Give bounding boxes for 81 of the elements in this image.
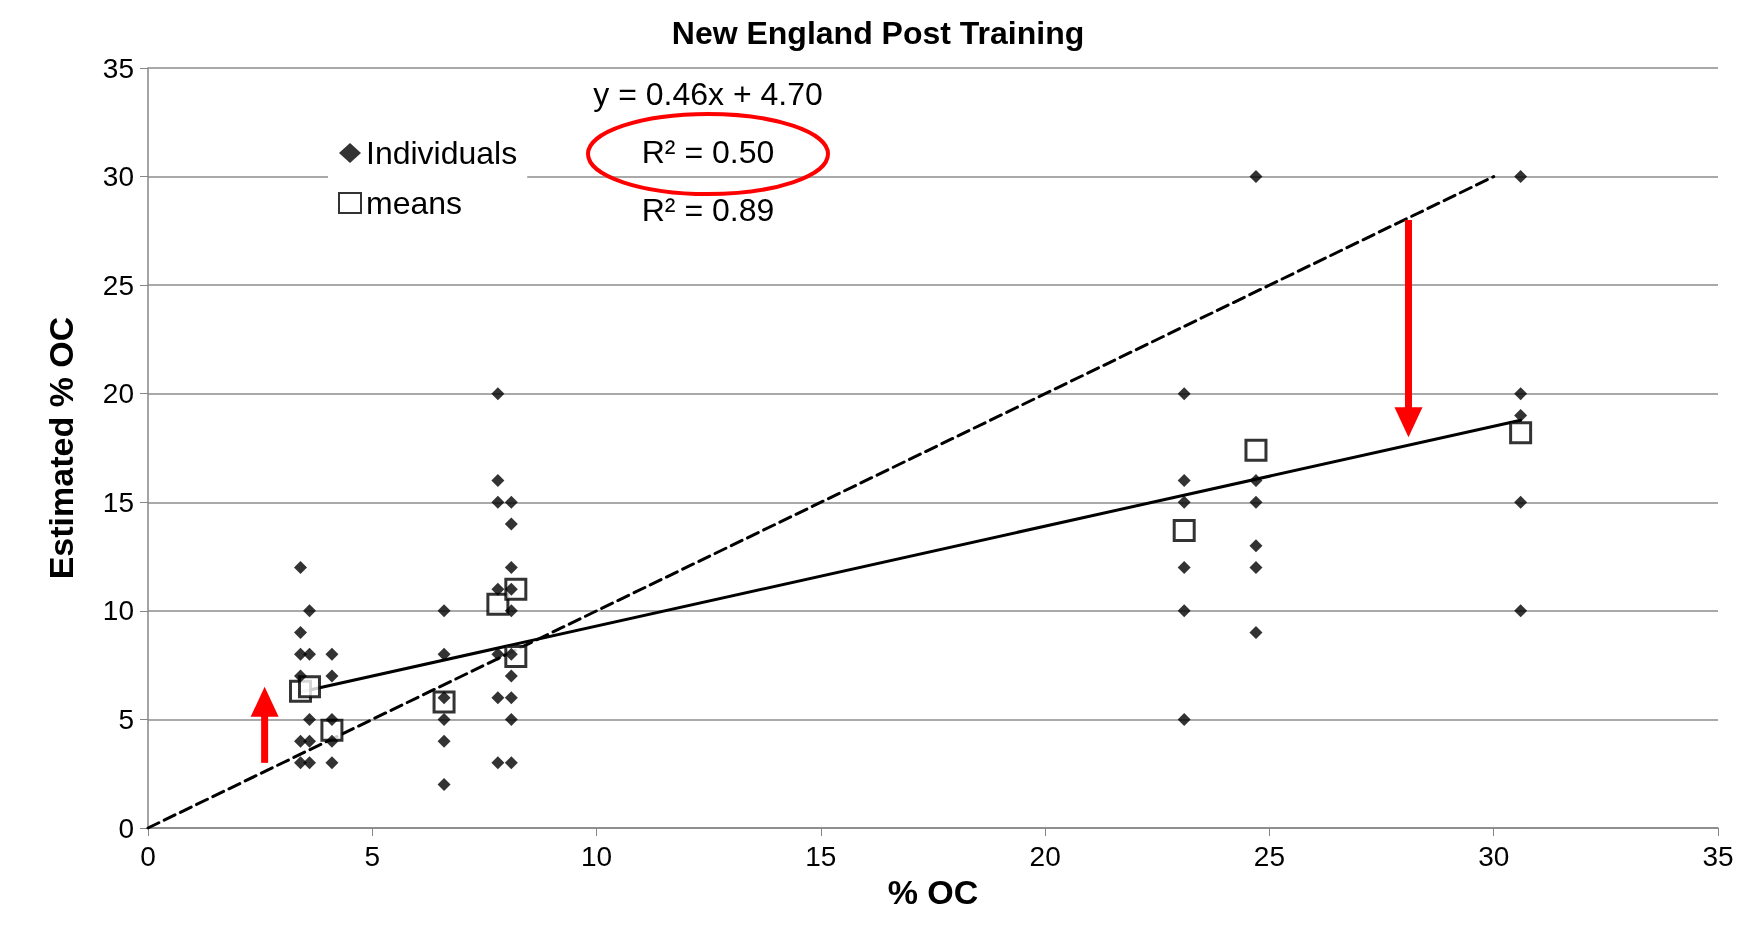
point <box>504 495 518 509</box>
y-tick-label: 15 <box>102 486 134 518</box>
x-tick-label: 25 <box>1253 840 1286 872</box>
x-tick-label: 10 <box>580 840 613 872</box>
x-tick-label: 15 <box>805 840 837 872</box>
point <box>504 560 518 574</box>
point <box>491 474 505 488</box>
y-tick-label: 25 <box>102 269 134 301</box>
annotation: y = 0.46x + 4.70 <box>593 76 823 112</box>
point <box>302 647 316 661</box>
point <box>504 604 518 618</box>
point <box>491 756 505 770</box>
point <box>1244 438 1268 462</box>
point <box>491 387 505 401</box>
point <box>1172 519 1196 543</box>
point <box>1177 495 1191 509</box>
point <box>437 778 451 792</box>
y-tick-label: 30 <box>102 161 134 193</box>
point <box>1514 408 1528 422</box>
point <box>504 669 518 683</box>
point <box>1249 560 1263 574</box>
point <box>504 712 518 726</box>
point <box>1249 626 1263 640</box>
point <box>325 647 339 661</box>
x-tick-label: 35 <box>1702 840 1734 872</box>
annotation: R² = 0.89 <box>641 192 775 228</box>
x-tick-label: 0 <box>140 840 156 872</box>
x-tick-label: 20 <box>1029 840 1061 872</box>
point <box>504 517 518 531</box>
point <box>294 560 308 574</box>
point <box>491 495 505 509</box>
point <box>294 756 308 770</box>
point <box>437 734 451 748</box>
point <box>1177 604 1191 618</box>
x-tick-label: 30 <box>1478 840 1510 872</box>
y-tick-label: 10 <box>102 595 134 627</box>
point <box>504 691 518 705</box>
point <box>294 647 308 661</box>
point <box>302 712 316 726</box>
point <box>302 604 316 618</box>
legend-label: means <box>366 185 463 221</box>
point <box>325 712 339 726</box>
y-tick-label: 5 <box>118 703 134 735</box>
point <box>302 734 316 748</box>
y-axis-title: Estimated % OC <box>42 316 80 580</box>
x-tick-label: 5 <box>364 840 381 872</box>
point <box>1514 387 1528 401</box>
point <box>294 734 308 748</box>
annotation: R² = 0.50 <box>641 134 775 170</box>
point <box>1249 474 1263 488</box>
point <box>1514 604 1528 618</box>
point <box>1509 421 1533 445</box>
point <box>437 712 451 726</box>
point <box>1514 495 1528 509</box>
point <box>1177 387 1191 401</box>
point <box>1177 474 1191 488</box>
point <box>302 756 316 770</box>
x-axis-title: % OC <box>887 872 979 911</box>
point <box>1249 539 1263 553</box>
point <box>325 734 339 748</box>
point <box>491 647 505 661</box>
point <box>297 675 321 699</box>
point <box>325 756 339 770</box>
point <box>437 604 451 618</box>
point <box>1249 170 1263 184</box>
point <box>491 582 505 596</box>
y-tick-label: 20 <box>102 378 134 410</box>
point <box>325 669 339 683</box>
y-tick-label: 0 <box>118 812 134 844</box>
chart-title: New England Post Training <box>671 15 1085 51</box>
point <box>294 626 308 640</box>
point <box>437 647 451 661</box>
point <box>1249 495 1263 509</box>
point <box>491 691 505 705</box>
point <box>1177 712 1191 726</box>
point <box>294 669 308 683</box>
y-tick-label: 35 <box>102 52 134 84</box>
legend-label: Individuals <box>366 135 518 171</box>
point <box>1177 560 1191 574</box>
point <box>1514 170 1528 184</box>
point <box>504 756 518 770</box>
